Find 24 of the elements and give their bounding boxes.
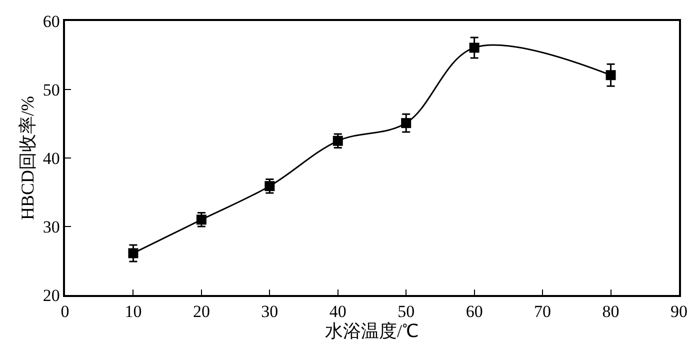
x-tick-label: 50 <box>398 302 415 322</box>
point <box>332 136 343 146</box>
point <box>469 42 480 53</box>
y-axis-title: HBCD回收率/% <box>18 96 38 220</box>
y-tick-label: 20 <box>42 286 60 305</box>
point <box>196 214 206 225</box>
x-tick-label: 10 <box>124 302 142 322</box>
x-tick-label: 0 <box>60 302 70 322</box>
x-axis-title: 水浴温度/℃ <box>324 321 420 342</box>
point <box>401 118 412 128</box>
point <box>264 181 275 192</box>
point <box>128 248 138 258</box>
y-tick-label: 60 <box>42 12 60 31</box>
y-tick-label: 40 <box>42 148 60 168</box>
x-tick-label: 30 <box>261 302 278 322</box>
x-tick-label: 90 <box>670 302 688 322</box>
x-tick-label: 70 <box>534 302 552 322</box>
y-tick-label: 30 <box>42 217 60 236</box>
x-tick-label: 20 <box>192 302 210 322</box>
x-tick-label: 80 <box>602 302 620 322</box>
point <box>606 70 616 80</box>
y-tick-label: 50 <box>42 80 60 100</box>
x-tick-label: 40 <box>329 302 346 322</box>
x-tick-label: 60 <box>466 302 483 322</box>
